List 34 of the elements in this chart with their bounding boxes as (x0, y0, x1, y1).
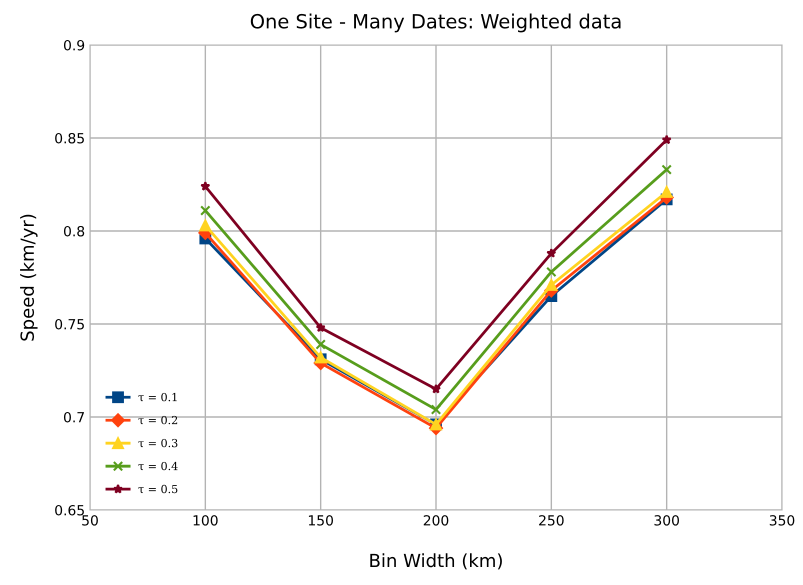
point (661, 164, 672, 175)
x-tick-label: 350 (770, 515, 794, 526)
chart-title: One Site - Many Dates: Weighted data (250, 14, 621, 32)
point (199, 220, 212, 232)
legend-label: τ = 0.4 (138, 462, 178, 470)
point (200, 181, 210, 191)
y-tick-label: 0.7 (64, 412, 84, 422)
y-axis-title: Speed (km/yr) (20, 214, 38, 341)
legend-label: τ = 0.5 (138, 484, 178, 494)
point (315, 339, 326, 350)
y-tick-label: 0.75 (55, 318, 84, 330)
y-tick-label: 0.9 (64, 40, 84, 50)
x-tick-label: 50 (82, 515, 98, 526)
y-tick-label: 0.85 (55, 132, 84, 144)
x-tick-label: 200 (424, 515, 448, 526)
point (546, 266, 557, 278)
point (430, 384, 442, 394)
legend-label: τ = 0.2 (138, 416, 178, 424)
legend-label: τ = 0.3 (138, 438, 178, 448)
point (660, 186, 673, 198)
point (430, 404, 442, 415)
y-tick-label: 0.65 (55, 504, 84, 516)
x-axis-title: Bin Width (km) (370, 553, 502, 570)
x-tick-label: 300 (654, 515, 679, 526)
point (546, 248, 556, 258)
legend-label: τ = 0.1 (138, 392, 177, 402)
x-tick-label: 250 (539, 515, 564, 526)
point (662, 134, 672, 144)
point (200, 205, 211, 216)
point (545, 279, 558, 291)
x-tick-label: 100 (194, 515, 218, 526)
y-tick-label: 0.8 (64, 226, 84, 236)
point (316, 322, 326, 332)
x-tick-label: 150 (308, 515, 333, 526)
